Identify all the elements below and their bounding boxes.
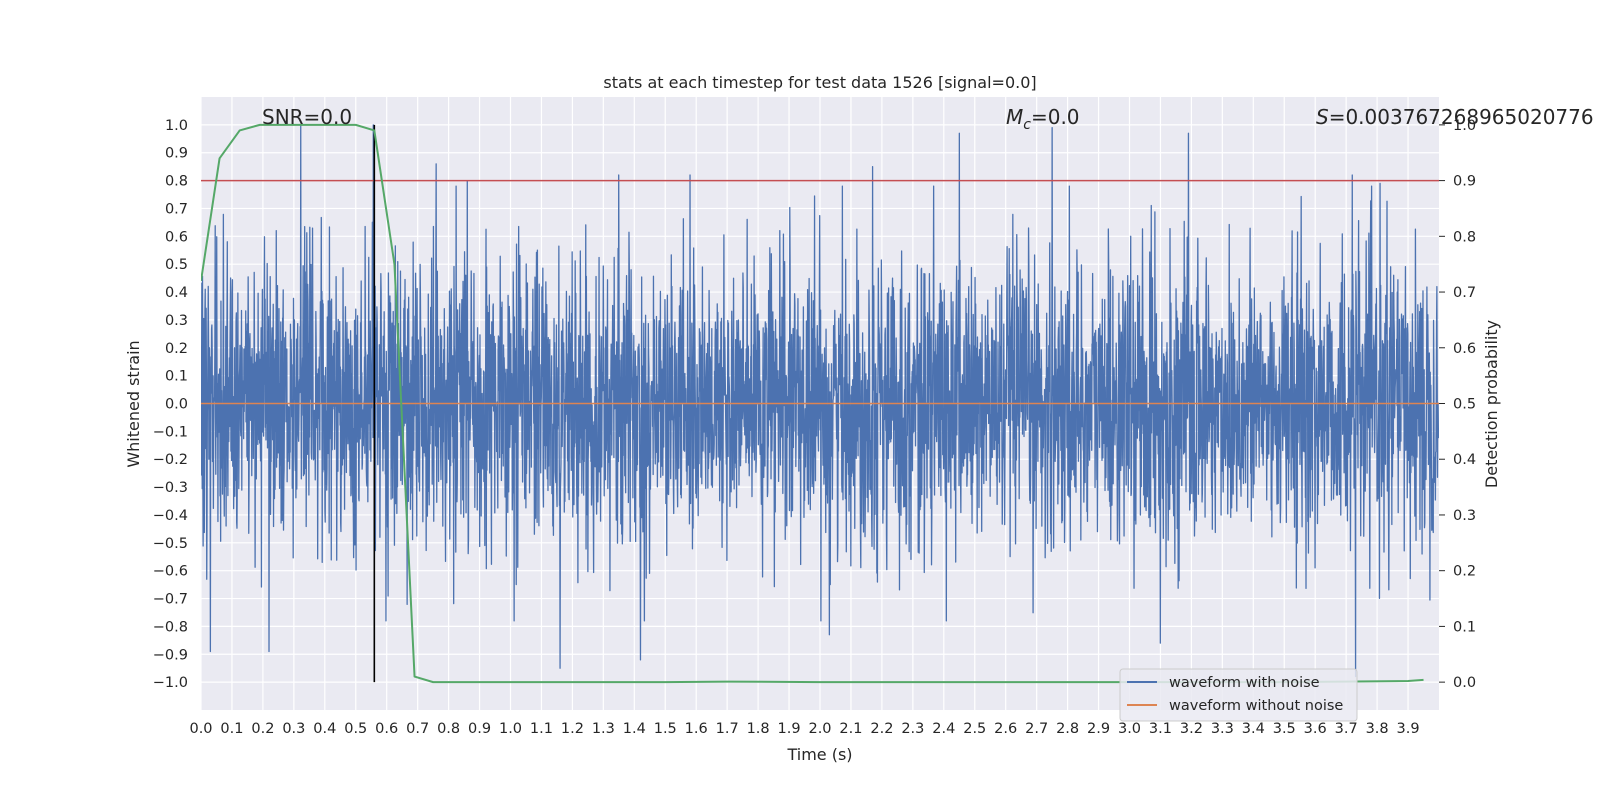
x-tick-label: 0.0 — [189, 721, 212, 737]
x-tick-label: 1.9 — [778, 721, 801, 737]
y-tick-label: −0.3 — [153, 480, 188, 496]
x-tick-label: 2.2 — [870, 721, 893, 737]
y-tick-label: −0.1 — [153, 424, 188, 440]
x-tick-label: 3.8 — [1366, 721, 1389, 737]
y-tick-label: 0.4 — [165, 285, 188, 301]
x-tick-label: 2.6 — [994, 721, 1017, 737]
annotation-chirp-mass-symbol: M — [1006, 105, 1023, 129]
y2-tick-label: 0.7 — [1453, 285, 1476, 301]
y-tick-label: −0.5 — [153, 536, 188, 552]
series-waveform-with-noise — [201, 124, 1439, 678]
x-tick-label: 1.8 — [747, 721, 770, 737]
y-tick-label: −0.8 — [153, 619, 188, 635]
y2-tick-label: 0.1 — [1453, 619, 1476, 635]
annotation-s: S=0.003767268965020776 — [1316, 105, 1594, 129]
waveform-with-noise-line — [201, 124, 1439, 678]
y2-tick-label: 0.8 — [1453, 229, 1476, 245]
x-tick-label: 2.3 — [901, 721, 924, 737]
y-tick-label: 0.2 — [165, 341, 188, 357]
y2-tick-label: 0.5 — [1453, 397, 1476, 413]
x-tick-label: 3.1 — [1149, 721, 1172, 737]
x-tick-label: 0.2 — [251, 721, 274, 737]
x-tick-label: 0.8 — [437, 721, 460, 737]
x-tick-label: 2.8 — [1056, 721, 1079, 737]
x-tick-label: 2.5 — [963, 721, 986, 737]
legend: waveform with noise waveform without noi… — [1119, 668, 1358, 722]
x-tick-label: 1.4 — [623, 721, 646, 737]
y2-tick-label: 0.4 — [1453, 452, 1476, 468]
y-tick-label: −0.6 — [153, 564, 188, 580]
y-tick-label: 0.6 — [165, 229, 188, 245]
annotation-chirp-mass-value: =0.0 — [1031, 105, 1080, 129]
y-tick-label: −1.0 — [153, 675, 188, 691]
x-tick-label: 3.5 — [1273, 721, 1296, 737]
y2-axis-label: Detection probability — [1482, 320, 1501, 488]
x-tick-label: 0.5 — [344, 721, 367, 737]
y2-tick-label: 0.6 — [1453, 341, 1476, 357]
x-tick-label: 1.6 — [685, 721, 708, 737]
y-tick-label: 0.8 — [165, 174, 188, 190]
x-tick-label: 2.4 — [932, 721, 955, 737]
y-tick-label: 0.9 — [165, 146, 188, 162]
y2-tick-label: 0.3 — [1453, 508, 1476, 524]
x-tick-label: 1.1 — [530, 721, 553, 737]
x-tick-label: 1.2 — [561, 721, 584, 737]
x-tick-label: 3.6 — [1304, 721, 1327, 737]
annotation-chirp-mass-subscript: c — [1023, 117, 1031, 133]
legend-box — [1119, 668, 1358, 722]
annotation-s-symbol: S — [1316, 105, 1329, 129]
y-tick-label: −0.9 — [153, 647, 188, 663]
x-tick-label: 0.4 — [313, 721, 336, 737]
x-tick-label: 0.7 — [406, 721, 429, 737]
x-tick-label: 1.5 — [654, 721, 677, 737]
x-tick-label: 3.0 — [1118, 721, 1141, 737]
x-tick-label: 2.1 — [839, 721, 862, 737]
x-tick-label: 0.3 — [282, 721, 305, 737]
y-tick-label: 0.0 — [165, 397, 188, 413]
y-tick-label: 1.0 — [165, 118, 188, 134]
detection-probability-line — [201, 123, 1424, 684]
x-tick-labels: 0.0 0.1 0.2 0.3 0.4 0.5 0.6 0.7 0.8 0.9 1.0 1.1 1.2 1… — [189, 721, 1419, 737]
y-tick-label: 0.3 — [165, 313, 188, 329]
annotation-snr: SNR=0.0 — [262, 105, 352, 129]
y-tick-label: −0.7 — [153, 592, 188, 608]
y2-tick-labels: 1.0 0.9 0.8 0.7 0.6 0.5 0.4 0.3 0.2 0.1 0.0 — [1439, 118, 1476, 691]
legend-label-noise: waveform with noise — [1169, 675, 1320, 691]
y2-tick-label: 0.9 — [1453, 174, 1476, 190]
x-tick-label: 2.7 — [1025, 721, 1048, 737]
y2-tick-label: 0.2 — [1453, 564, 1476, 580]
x-tick-label: 3.3 — [1211, 721, 1234, 737]
x-tick-label: 1.0 — [499, 721, 522, 737]
legend-label-clean: waveform without noise — [1169, 698, 1343, 714]
x-tick-label: 3.9 — [1397, 721, 1420, 737]
x-tick-label: 3.4 — [1242, 721, 1265, 737]
x-tick-label: 2.9 — [1087, 721, 1110, 737]
chart-title: stats at each timestep for test data 152… — [603, 73, 1036, 92]
x-axis-label: Time (s) — [786, 745, 852, 764]
x-tick-label: 1.3 — [592, 721, 615, 737]
series-detection-probability — [201, 123, 1424, 684]
y-tick-labels: 1.0 0.9 0.8 0.7 0.6 0.5 0.4 0.3 0.2 0.1 0.0 −0.1 −0.… — [153, 118, 188, 691]
y-tick-label: 0.1 — [165, 369, 188, 385]
x-tick-label: 0.6 — [375, 721, 398, 737]
x-tick-label: 0.1 — [220, 721, 243, 737]
x-tick-label: 3.7 — [1335, 721, 1358, 737]
y-tick-label: −0.2 — [153, 452, 188, 468]
y2-tick-label: 1.0 — [1453, 118, 1476, 134]
x-tick-label: 2.0 — [808, 721, 831, 737]
y-tick-label: 0.5 — [165, 257, 188, 273]
x-tick-label: 1.7 — [716, 721, 739, 737]
y2-tick-label: 0.0 — [1453, 675, 1476, 691]
y-tick-label: 0.7 — [165, 201, 188, 217]
y-tick-label: −0.4 — [153, 508, 188, 524]
y-axis-label: Whitened strain — [124, 340, 143, 467]
annotation-s-value: =0.003767268965020776 — [1329, 105, 1594, 129]
x-tick-label: 0.9 — [468, 721, 491, 737]
x-tick-label: 3.2 — [1180, 721, 1203, 737]
annotation-chirp-mass: Mc=0.0 — [1006, 105, 1080, 133]
